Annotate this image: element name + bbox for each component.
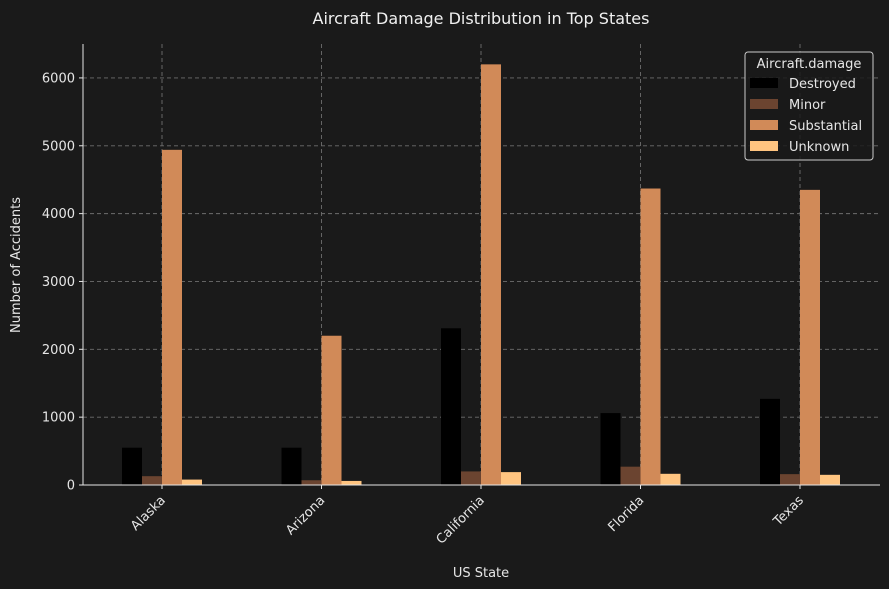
x-tick-label: California (434, 493, 488, 547)
bar-minor (620, 466, 641, 485)
legend-label: Destroyed (789, 77, 856, 92)
x-tick-label: Florida (605, 493, 647, 535)
x-tick-label: Texas (770, 493, 807, 530)
legend-label: Unknown (789, 140, 849, 155)
bar-unknown (660, 473, 681, 485)
bar-destroyed (760, 398, 780, 485)
legend: Aircraft.damage Destroyed Minor Substantial… (744, 51, 874, 161)
y-axis-label: Number of Accidents (9, 197, 24, 333)
legend-swatch (750, 141, 778, 151)
bar-destroyed (281, 447, 302, 485)
legend-swatch (750, 78, 778, 88)
y-tick-label: 3000 (42, 275, 75, 290)
y-tick-label: 6000 (42, 71, 75, 86)
bar-unknown (182, 479, 202, 485)
y-tick-label: 5000 (42, 139, 75, 154)
bar-unknown (501, 472, 521, 485)
bar-substantial (800, 189, 820, 485)
bar-substantial (640, 188, 661, 485)
bar-substantial (321, 335, 342, 485)
bar-minor (301, 480, 322, 485)
x-tick-label: Arizona (283, 493, 328, 538)
bar-minor (461, 471, 481, 485)
y-tick-label: 2000 (42, 343, 75, 358)
legend-swatch (750, 99, 778, 109)
bar-minor (780, 474, 800, 485)
bar-substantial (481, 64, 501, 485)
y-tick-label: 4000 (42, 207, 75, 222)
bar-destroyed (441, 328, 461, 485)
legend-title: Aircraft.damage (757, 57, 862, 72)
bar-unknown (820, 474, 840, 485)
y-tick-label: 1000 (42, 411, 75, 426)
bar-unknown (341, 480, 362, 485)
bar-destroyed (600, 413, 621, 485)
y-tick-label: 0 (67, 479, 75, 494)
x-tick-label: Alaska (128, 493, 169, 534)
legend-label: Substantial (789, 119, 862, 134)
legend-swatch (750, 120, 778, 130)
bar-destroyed (122, 447, 142, 485)
chart-title: Aircraft Damage Distribution in Top Stat… (313, 9, 650, 28)
x-ticks: Alaska Arizona California Florida Texas (128, 485, 807, 547)
y-ticks: 0 1000 2000 3000 4000 5000 6000 (42, 71, 83, 494)
bars (122, 64, 840, 485)
bar-minor (142, 476, 162, 485)
bar-substantial (162, 149, 182, 485)
legend-label: Minor (789, 98, 826, 113)
x-axis-label: US State (453, 566, 509, 581)
